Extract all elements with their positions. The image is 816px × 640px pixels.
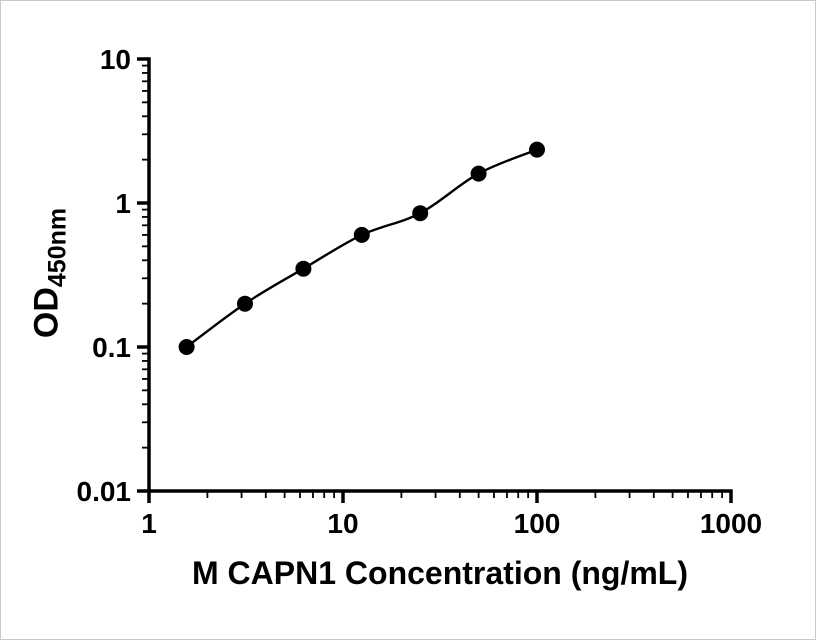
y-tick-label: 10 [100, 44, 131, 75]
x-tick-label: 10 [327, 508, 358, 539]
x-tick-label: 1 [141, 508, 157, 539]
y-axis-title: OD450nm [27, 208, 72, 339]
data-point-marker [353, 226, 370, 243]
y-axis-title-main: OD [27, 287, 66, 339]
y-tick-label: 1 [115, 188, 131, 219]
data-point-marker [178, 339, 195, 355]
y-tick-label: 0.1 [92, 332, 131, 363]
data-point-marker [470, 165, 487, 182]
data-point-marker [412, 205, 429, 222]
standard-curve-line [185, 148, 538, 348]
data-point-marker [237, 295, 253, 312]
data-point-marker [295, 260, 312, 277]
y-tick-label: 0.01 [77, 476, 132, 507]
y-axis-title-subscript: 450nm [43, 207, 72, 288]
axis-frame [147, 57, 733, 493]
x-tick-label: 100 [514, 508, 561, 539]
data-point-marker [529, 141, 545, 158]
x-axis-title: M CAPN1 Concentration (ng/mL) [192, 555, 688, 591]
x-tick-label: 1000 [700, 508, 762, 539]
